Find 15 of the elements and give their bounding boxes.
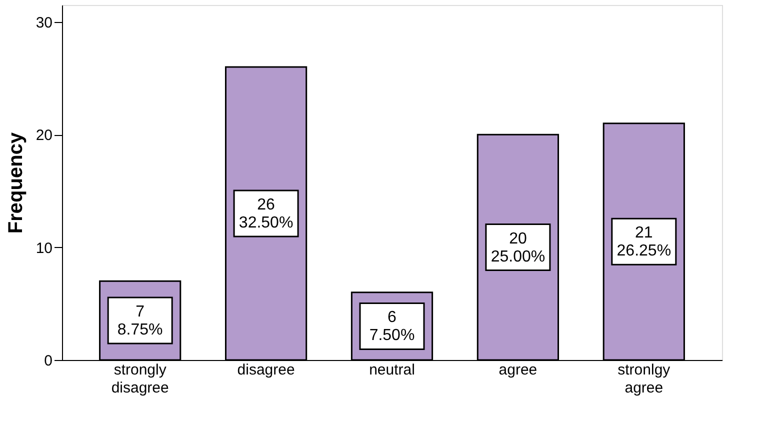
y-axis-title: Frequency: [4, 132, 27, 234]
y-tick-label: 10: [36, 240, 52, 257]
data-label: 7 8.75%: [117, 304, 163, 339]
x-tick-label: stronlgy agree: [618, 362, 671, 396]
x-tick-label: disagree: [237, 362, 295, 378]
x-tick-label: strongly disagree: [111, 362, 169, 396]
y-tick-label: 0: [44, 352, 52, 370]
y-tick-label: 30: [36, 14, 52, 32]
x-tick-label: agree: [498, 362, 538, 378]
data-label: 20 25.00%: [490, 230, 546, 266]
data-label: 21 26.25%: [616, 224, 672, 260]
y-tick-label: 20: [36, 127, 52, 144]
data-label: 26 32.50%: [238, 196, 294, 232]
data-label: 6 7.50%: [369, 309, 415, 344]
x-tick-label: neutral: [369, 362, 415, 378]
